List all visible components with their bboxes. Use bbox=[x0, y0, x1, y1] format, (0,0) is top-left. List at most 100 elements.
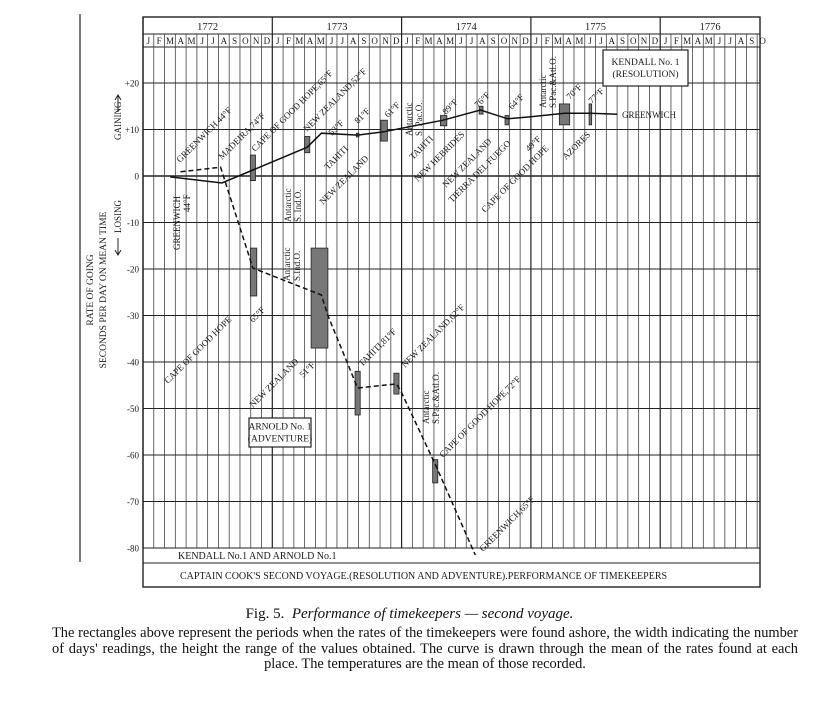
figure-description: The rectangles above represent the perio… bbox=[52, 625, 798, 672]
series-line bbox=[180, 166, 476, 556]
month-label: J bbox=[405, 36, 409, 46]
month-label: A bbox=[565, 36, 572, 46]
place-label: 70°F bbox=[564, 82, 584, 102]
rate-range-rect bbox=[249, 247, 258, 297]
month-label: S bbox=[491, 36, 496, 46]
month-label: F bbox=[674, 36, 679, 46]
month-label: J bbox=[211, 36, 215, 46]
place-label: 44°F bbox=[182, 194, 192, 212]
series-legend-box bbox=[602, 49, 689, 87]
year-label: 1773 bbox=[326, 22, 347, 33]
y-tick-label: -80 bbox=[127, 544, 139, 554]
region-label: Antarctic bbox=[404, 103, 414, 136]
place-label: 61°F bbox=[382, 100, 402, 120]
region-label: Antarctic bbox=[282, 248, 292, 281]
month-label: S bbox=[749, 36, 754, 46]
figure-title: Performance of timekeepers — second voya… bbox=[291, 606, 574, 622]
place-label: CAPE OF GOOD HOPE bbox=[162, 314, 234, 386]
place-label: 51°F bbox=[297, 360, 317, 380]
month-label: M bbox=[554, 36, 562, 46]
year-label: 1772 bbox=[197, 22, 218, 33]
month-label: F bbox=[157, 36, 162, 46]
month-label: J bbox=[147, 36, 151, 46]
arrow-down-icon bbox=[114, 238, 122, 256]
month-label: M bbox=[575, 36, 583, 46]
rate-range-rect bbox=[354, 370, 361, 416]
month-label: S bbox=[232, 36, 237, 46]
month-label: S bbox=[361, 36, 366, 46]
region-label: S. Pac.O. bbox=[414, 103, 424, 137]
region-label: S.Ind.O. bbox=[292, 251, 302, 281]
region-label: Antarctic bbox=[538, 75, 548, 108]
month-label: A bbox=[350, 36, 357, 46]
arrow-up-icon bbox=[114, 94, 122, 112]
month-label: J bbox=[588, 36, 592, 46]
place-label: 76°F bbox=[472, 90, 492, 110]
series-legend-label: (ADVENTURE) bbox=[248, 434, 312, 445]
month-label: M bbox=[187, 36, 195, 46]
month-label: O bbox=[371, 36, 378, 46]
month-label: J bbox=[201, 36, 205, 46]
month-label: O bbox=[501, 36, 508, 46]
series-legend-label: KENDALL No. 1 bbox=[612, 58, 680, 68]
month-label: D bbox=[652, 36, 659, 46]
series-line bbox=[170, 109, 618, 184]
y-tick-label: -50 bbox=[127, 404, 139, 414]
month-label: A bbox=[608, 36, 615, 46]
place-label: GREENWICH bbox=[172, 196, 182, 250]
y-axis-title: SECONDS PER DAY ON MEAN TIME bbox=[99, 211, 109, 368]
month-label: D bbox=[522, 36, 529, 46]
month-label: F bbox=[286, 36, 291, 46]
month-label: D bbox=[393, 36, 400, 46]
month-label: A bbox=[738, 36, 745, 46]
month-label: M bbox=[295, 36, 303, 46]
chart-title: CAPTAIN COOK'S SECOND VOYAGE.(RESOLUTION… bbox=[180, 571, 667, 582]
series-legend-box bbox=[248, 417, 312, 448]
y-tick-label: -60 bbox=[127, 451, 139, 461]
figure-caption: Fig. 5. Performance of timekeepers — sec… bbox=[0, 606, 819, 623]
place-label: GREENWICH bbox=[622, 110, 676, 120]
place-label: AZORES bbox=[560, 130, 592, 162]
month-label: N bbox=[253, 36, 260, 46]
rate-range-rect bbox=[504, 115, 510, 126]
gaining-label: GAINING bbox=[113, 101, 123, 140]
rate-range-rect bbox=[393, 372, 400, 395]
y-tick-label: -30 bbox=[127, 311, 139, 321]
year-label: 1775 bbox=[585, 22, 606, 33]
month-label: A bbox=[177, 36, 184, 46]
region-label: S.Pac.&Atl.O. bbox=[431, 372, 441, 424]
month-label: O bbox=[759, 36, 766, 46]
region-label: Antarctic bbox=[421, 391, 431, 424]
region-label: S.Pac.&Atl.O. bbox=[548, 56, 558, 108]
month-label: A bbox=[436, 36, 443, 46]
month-label: F bbox=[415, 36, 420, 46]
losing-label: LOSING bbox=[113, 200, 123, 233]
figure-number: Fig. 5. bbox=[245, 606, 285, 622]
month-label: J bbox=[599, 36, 603, 46]
month-label: J bbox=[276, 36, 280, 46]
place-label: CAPE OF GOOD HOPE,72°F bbox=[437, 374, 522, 459]
series-legend-label: (RESOLUTION) bbox=[613, 69, 679, 80]
rate-range-rect bbox=[558, 103, 571, 126]
rate-range-rect bbox=[432, 459, 439, 484]
month-label: N bbox=[512, 36, 519, 46]
month-label: S bbox=[620, 36, 625, 46]
year-label: 1774 bbox=[456, 22, 478, 33]
chart-subtitle: KENDALL No.1 AND ARNOLD No.1 bbox=[178, 551, 337, 562]
rate-range-rect bbox=[310, 247, 329, 349]
month-label: J bbox=[330, 36, 334, 46]
place-label: GREENWICH,65°F bbox=[477, 494, 536, 553]
month-label: M bbox=[683, 36, 691, 46]
month-label: D bbox=[264, 36, 271, 46]
month-label: J bbox=[470, 36, 474, 46]
month-label: J bbox=[341, 36, 345, 46]
month-label: A bbox=[221, 36, 228, 46]
rate-range-rect bbox=[249, 154, 256, 182]
y-tick-label: 0 bbox=[135, 172, 140, 182]
month-label: J bbox=[718, 36, 722, 46]
place-label: NEW ZEALAND bbox=[247, 356, 300, 409]
region-label: Antarctic bbox=[283, 189, 293, 222]
month-label: M bbox=[317, 36, 325, 46]
month-label: O bbox=[242, 36, 249, 46]
